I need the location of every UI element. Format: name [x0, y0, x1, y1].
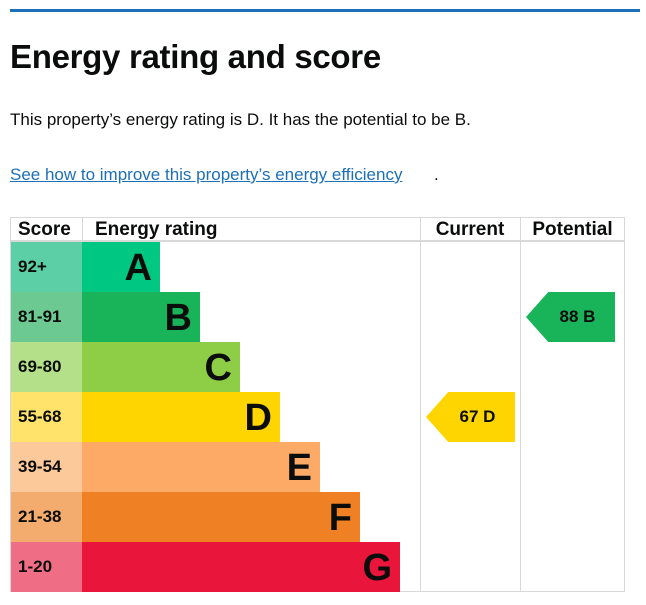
band-score-f: 21-38: [11, 492, 82, 542]
band-bar-e: E: [82, 442, 320, 492]
band-bar-c: C: [82, 342, 240, 392]
header-potential: Potential: [532, 219, 613, 240]
current-rating-marker: 67 D: [426, 392, 515, 442]
band-bar-d: D: [82, 392, 280, 442]
link-suffix: .: [434, 165, 439, 184]
band-bar-b: B: [82, 292, 200, 342]
rating-summary: This property’s energy rating is D. It h…: [10, 110, 471, 129]
band-score-a: 92+: [11, 242, 82, 292]
band-score-g: 1-20: [11, 542, 82, 592]
header-energy-rating: Energy rating: [95, 219, 218, 240]
header-current: Current: [435, 219, 505, 240]
band-score-c: 69-80: [11, 342, 82, 392]
page-title: Energy rating and score: [10, 38, 381, 75]
band-bar-g: G: [82, 542, 400, 592]
band-bar-f: F: [82, 492, 360, 542]
band-score-b: 81-91: [11, 292, 82, 342]
band-bar-a: A: [82, 242, 160, 292]
top-rule: [10, 9, 640, 12]
band-score-d: 55-68: [11, 392, 82, 442]
improve-efficiency-link[interactable]: See how to improve this property’s energ…: [10, 165, 403, 184]
band-score-e: 39-54: [11, 442, 82, 492]
header-score: Score: [18, 219, 71, 242]
